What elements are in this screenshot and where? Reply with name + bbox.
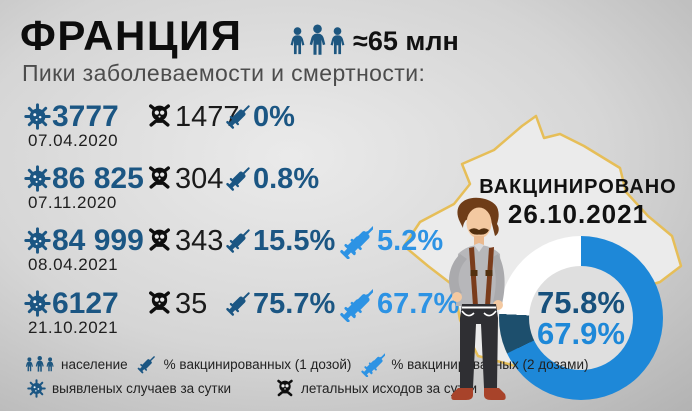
deaths-value: 304: [175, 163, 224, 195]
vax1-value: 0%: [253, 101, 295, 133]
peak-date: 21.10.2021: [28, 318, 119, 337]
population-icon: [290, 24, 345, 55]
double-syringe-icon: [337, 223, 373, 259]
peak-date: 08.04.2021: [28, 255, 119, 274]
legend-row-2: выявленых случаев за сутки летальных исх…: [27, 378, 477, 398]
virus-icon: [24, 227, 51, 254]
stat-row: 84 999 343 15.5% 5.2% 08.04.2021: [0, 224, 470, 282]
dose2-percent: 67.9%: [537, 316, 625, 351]
donut-center: 75.8% 67.9%: [529, 266, 633, 370]
skull-icon: [146, 289, 173, 316]
vax2-value: 67.7%: [377, 288, 460, 320]
stat-row: 3777 1477 0% 07.04.2020: [0, 100, 470, 158]
peak-date: 07.11.2020: [28, 193, 117, 212]
vax1-value: 0.8%: [253, 163, 320, 195]
vaccination-donut-chart: 75.8% 67.9%: [499, 236, 663, 400]
legend-vax1-label: % вакцинированных (1 дозой): [163, 356, 352, 372]
deaths-value: 343: [175, 225, 224, 257]
vaccinated-label: ВАКЦИНИРОВАНО: [479, 176, 677, 198]
skull-icon: [146, 164, 173, 191]
population-value: ≈65 млн: [353, 25, 459, 56]
stat-row: 86 825 304 0.8% 07.11.2020: [0, 162, 470, 220]
page-title: ФРАНЦИЯ: [20, 12, 243, 59]
virus-icon: [24, 290, 51, 317]
population-icon: [25, 355, 54, 372]
dose1-percent: 75.8%: [537, 285, 625, 320]
legend-cases: выявленых случаев за сутки: [27, 379, 231, 398]
peak-date: 07.04.2020: [28, 131, 119, 150]
vaccinated-date: 26.10.2021: [507, 199, 649, 229]
skull-icon: [146, 102, 173, 129]
population-block: ≈65 млн: [289, 24, 459, 58]
syringe-icon: [224, 163, 254, 193]
cases-value: 6127: [52, 287, 119, 320]
syringe-icon: [224, 288, 254, 318]
vax1-value: 15.5%: [253, 225, 336, 257]
cases-value: 86 825: [52, 162, 144, 195]
skull-icon: [146, 226, 173, 253]
legend-deaths: летальных исходов за сутки: [275, 378, 477, 398]
virus-icon: [27, 379, 46, 398]
double-syringe-icon: [337, 286, 373, 322]
legend-cases-label: выявленых случаев за сутки: [52, 380, 232, 396]
legend-population-label: население: [61, 356, 128, 372]
syringe-icon: [224, 101, 254, 131]
syringe-icon: [224, 225, 254, 255]
subtitle: Пики заболеваемости и смертности:: [22, 60, 426, 86]
man-character: [448, 197, 506, 400]
deaths-value: 1477: [175, 101, 240, 133]
vaccinated-block: ВАКЦИНИРОВАНО 26.10.2021: [468, 176, 688, 230]
syringe-icon: [136, 353, 158, 375]
virus-icon: [24, 165, 51, 192]
double-syringe-icon: [359, 351, 385, 377]
vax2-value: 5.2%: [377, 225, 444, 257]
vax1-value: 75.7%: [253, 288, 336, 320]
stat-row: 6127 35 75.7% 67.7% 21.10.2021: [0, 287, 470, 345]
legend-population: население: [25, 355, 128, 374]
skull-icon: [275, 378, 295, 398]
cases-value: 3777: [52, 100, 119, 133]
virus-icon: [24, 103, 51, 130]
legend-vax1: % вакцинированных (1 дозой): [136, 353, 352, 375]
deaths-value: 35: [175, 288, 208, 320]
legend-deaths-label: летальных исходов за сутки: [301, 380, 478, 396]
cases-value: 84 999: [52, 224, 144, 257]
